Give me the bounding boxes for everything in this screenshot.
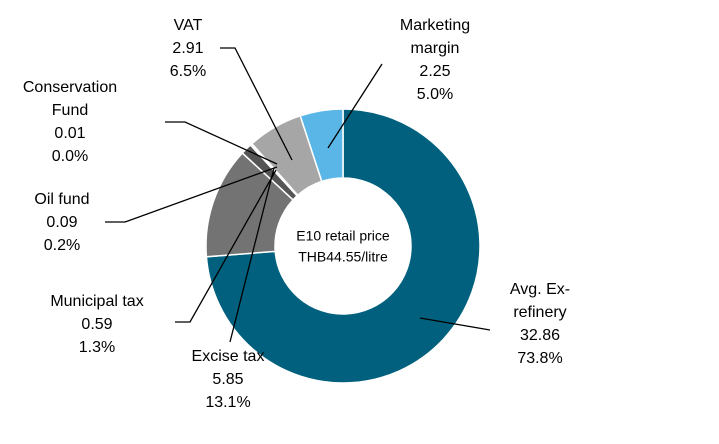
value-label: 5.85 [212, 371, 243, 388]
value-label: 0.01 [54, 125, 85, 142]
share-label: 6.5% [170, 63, 206, 80]
slice-label: margin [411, 40, 460, 57]
share-label: 1.3% [79, 339, 115, 356]
share-label: 13.1% [205, 394, 250, 411]
leader-line [220, 47, 293, 161]
leader-line [229, 167, 275, 343]
share-label: 73.8% [517, 350, 562, 367]
leader-line [105, 166, 278, 223]
slice-label: Municipal tax [50, 293, 143, 310]
leader-line [165, 121, 278, 165]
slice-label: Fund [52, 102, 88, 119]
leader-line [419, 317, 491, 331]
value-label: 0.09 [46, 214, 77, 231]
slice-label: Excise tax [192, 348, 265, 365]
value-label: 2.91 [172, 40, 203, 57]
center-label: THB44.55/litre [298, 249, 388, 265]
slice-label: Avg. Ex- [510, 281, 570, 298]
share-label: 0.0% [52, 148, 88, 165]
share-label: 0.2% [44, 237, 80, 254]
slice-label: refinery [513, 304, 566, 321]
slice-label: Marketing [400, 17, 470, 34]
slice-label: Conservation [23, 79, 117, 96]
value-label: 0.59 [81, 316, 112, 333]
donut-slice [299, 108, 344, 183]
value-label: 32.86 [520, 327, 560, 344]
leader-line [175, 169, 277, 323]
share-label: 5.0% [417, 86, 453, 103]
value-label: 2.25 [419, 63, 450, 80]
slice-label: Oil fund [34, 191, 89, 208]
center-label: E10 retail price [296, 228, 390, 244]
slice-label: VAT [174, 17, 203, 34]
leader-line [327, 63, 383, 149]
